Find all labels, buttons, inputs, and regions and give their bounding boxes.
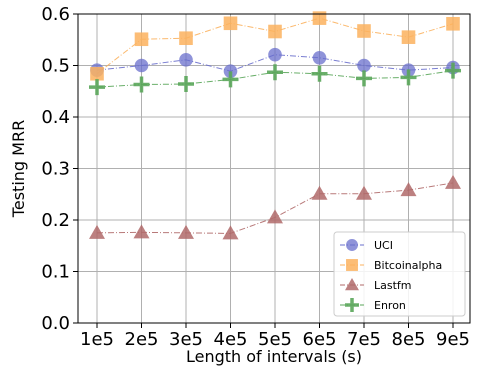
y-tick-label: 0.3 bbox=[41, 159, 70, 180]
triangle-marker bbox=[133, 224, 150, 239]
triangle-marker bbox=[345, 278, 359, 291]
square-marker bbox=[446, 16, 460, 31]
square-marker bbox=[401, 30, 416, 44]
square-marker bbox=[90, 66, 104, 81]
y-axis-label: Testing MRR bbox=[9, 120, 28, 218]
x-tick-label: 2e5 bbox=[125, 329, 159, 350]
x-axis-label: Length of intervals (s) bbox=[186, 347, 362, 366]
triangle-marker bbox=[400, 182, 417, 197]
square-marker bbox=[179, 31, 193, 46]
plus-marker bbox=[222, 71, 239, 88]
plus-marker bbox=[133, 76, 150, 93]
circle-marker bbox=[179, 53, 193, 67]
legend-label: Enron bbox=[374, 299, 406, 312]
plus-marker bbox=[400, 69, 417, 86]
legend-label: UCI bbox=[374, 239, 393, 252]
plus-marker bbox=[267, 64, 283, 81]
y-tick-label: 0.4 bbox=[41, 107, 70, 128]
circle-marker bbox=[223, 64, 238, 78]
x-tick-labels: 1e5 2e5 3e5 4e5 5e5 6e5 7e5 8e5 9e5 bbox=[80, 323, 470, 350]
legend-box bbox=[333, 231, 466, 317]
x-tick-label: 7e5 bbox=[347, 329, 381, 350]
circle-marker bbox=[357, 58, 371, 73]
triangle-marker bbox=[222, 225, 239, 240]
plus-marker bbox=[345, 298, 359, 312]
circle-marker bbox=[346, 239, 358, 251]
x-tick-label: 8e5 bbox=[392, 329, 426, 350]
circle-marker bbox=[312, 50, 327, 65]
series-line-uci bbox=[96, 54, 454, 72]
square-marker bbox=[268, 24, 282, 39]
circle-marker bbox=[134, 58, 149, 73]
x-tick-label: 9e5 bbox=[436, 329, 470, 350]
y-tick-label: 0.6 bbox=[41, 4, 70, 25]
y-tick-label: 0.0 bbox=[41, 313, 70, 334]
y-tick-label: 0.2 bbox=[41, 210, 70, 231]
legend-label: Lastfm bbox=[374, 279, 412, 292]
grid bbox=[78, 13, 470, 324]
series-line-bitcoinalpha bbox=[96, 17, 454, 75]
triangle-marker bbox=[89, 224, 105, 239]
legend: UCI Bitcoinalpha Lastfm Enron bbox=[333, 231, 466, 317]
y-tick-label: 0.5 bbox=[41, 56, 70, 77]
x-tick-label: 5e5 bbox=[258, 329, 292, 350]
square-marker bbox=[223, 16, 238, 31]
triangle-marker bbox=[356, 185, 372, 200]
series-markers bbox=[89, 11, 461, 240]
triangle-marker bbox=[267, 209, 283, 224]
plus-marker bbox=[356, 70, 372, 87]
y-tick-label: 0.1 bbox=[41, 262, 70, 283]
square-marker bbox=[346, 259, 358, 271]
circle-marker bbox=[268, 47, 282, 62]
triangle-marker bbox=[311, 185, 328, 200]
square-marker bbox=[312, 11, 327, 25]
square-marker bbox=[357, 24, 371, 38]
plus-marker bbox=[178, 76, 194, 93]
plus-marker bbox=[311, 65, 328, 82]
square-marker bbox=[134, 32, 149, 47]
plus-marker bbox=[445, 62, 461, 79]
legend-label: Bitcoinalpha bbox=[374, 259, 442, 272]
triangle-marker bbox=[445, 174, 461, 189]
x-tick-label: 3e5 bbox=[169, 329, 203, 350]
x-tick-label: 4e5 bbox=[214, 329, 248, 350]
x-tick-label: 6e5 bbox=[303, 329, 337, 350]
plus-marker bbox=[89, 79, 105, 96]
triangle-marker bbox=[178, 224, 194, 239]
y-tick-labels: 0.0 0.1 0.2 0.3 0.4 0.5 0.6 bbox=[41, 4, 78, 334]
x-tick-label: 1e5 bbox=[80, 329, 114, 350]
